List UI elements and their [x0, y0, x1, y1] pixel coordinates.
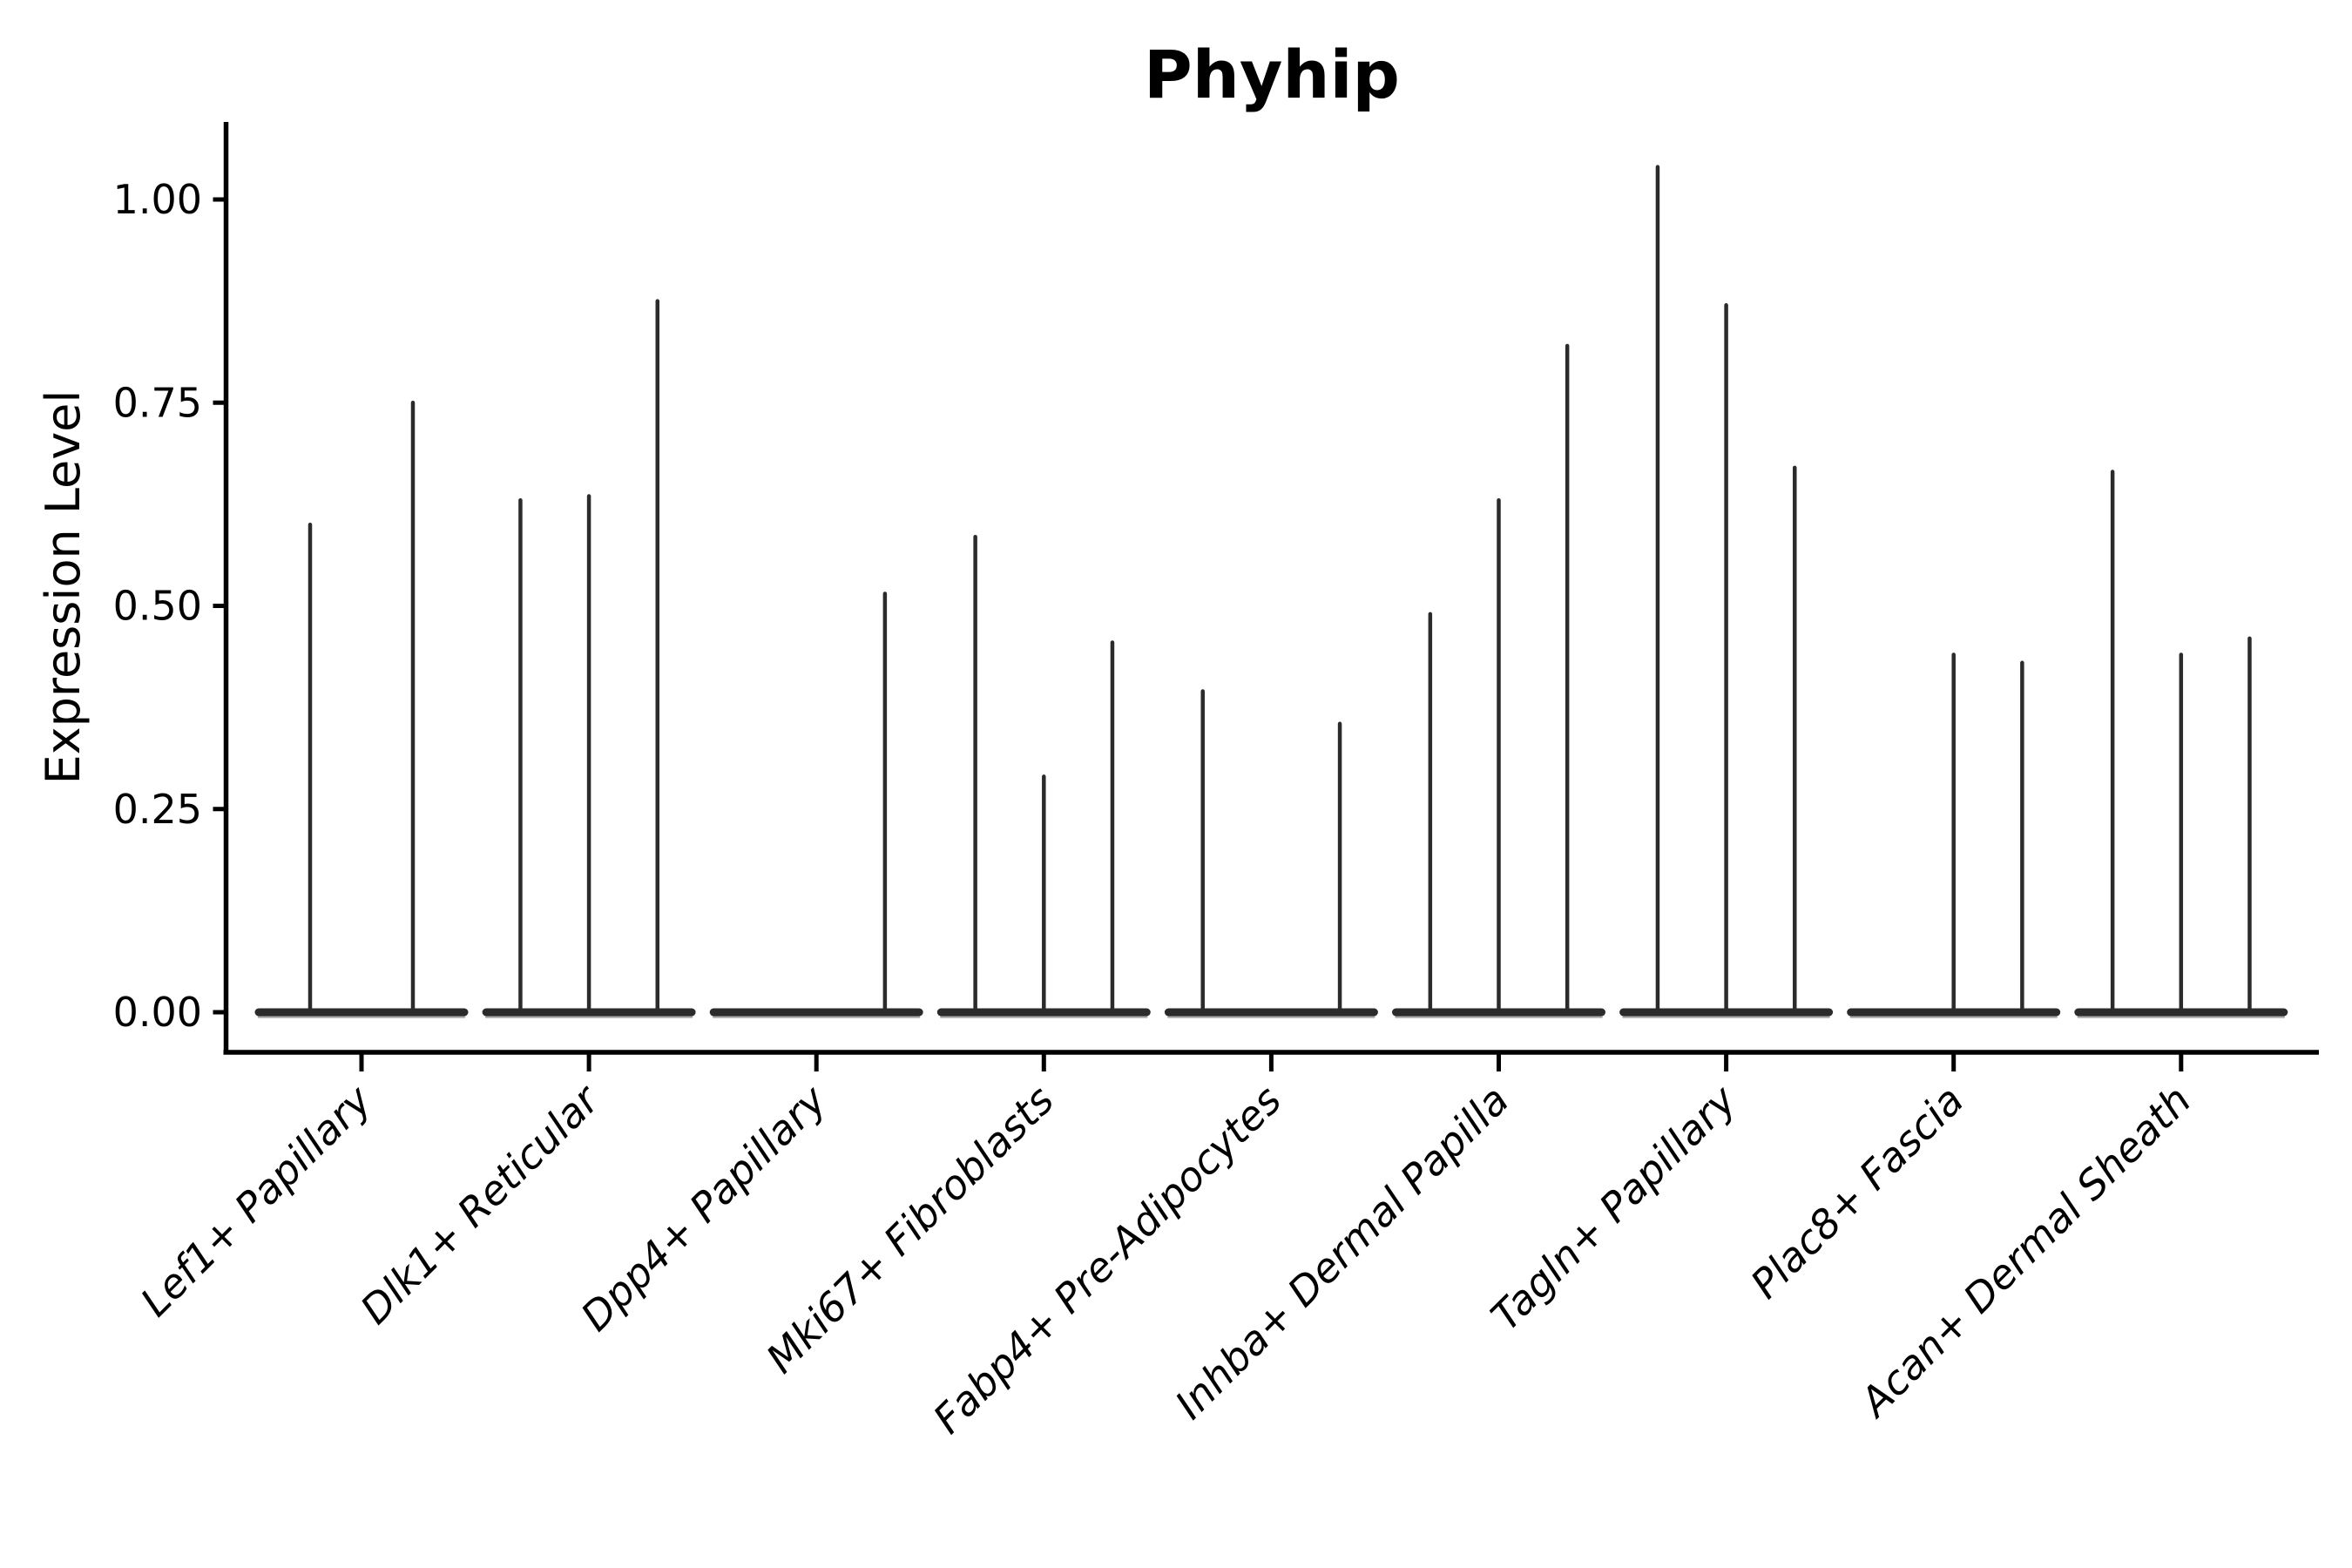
- y-tick-label: 0.00: [113, 989, 202, 1036]
- y-tick-label: 0.50: [113, 583, 202, 630]
- violin-group: [936, 534, 1151, 1018]
- y-tick-label: 1.00: [113, 176, 202, 223]
- x-tick-label: Dlk1+ Reticular: [351, 1074, 610, 1333]
- x-tick-label: Lef1+ Papillary: [132, 1076, 381, 1325]
- violin-group: [482, 299, 696, 1018]
- violin-group: [2074, 470, 2288, 1018]
- x-tick-label: Plac8+ Fascia: [1741, 1077, 1972, 1308]
- violin-group: [1847, 652, 2061, 1018]
- violins-layer: [254, 165, 2288, 1018]
- y-axis-label: Expression Level: [36, 390, 91, 785]
- chart-title: Phyhip: [1144, 36, 1400, 113]
- y-axis: 0.00 0.25 0.50 0.75 1.00: [113, 122, 229, 1052]
- x-tick-label: Dpp4+ Papillary: [571, 1076, 835, 1340]
- violin-group: [709, 591, 923, 1018]
- violin-group: [254, 401, 469, 1018]
- y-tick-label: 0.75: [113, 379, 202, 426]
- violin-group: [1619, 165, 1834, 1018]
- violin-group: [1164, 689, 1378, 1018]
- x-tick-label: Tagln+ Papillary: [1482, 1076, 1746, 1340]
- violin-group: [1392, 343, 1605, 1018]
- y-tick-label: 0.25: [113, 786, 202, 833]
